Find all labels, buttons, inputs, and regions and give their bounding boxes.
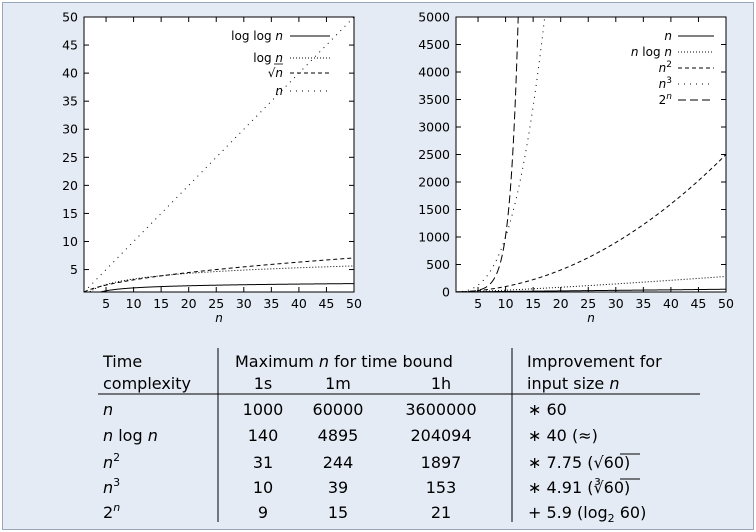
x-tick-label: 5 (474, 296, 482, 311)
x-tick-label: 15 (153, 296, 169, 311)
legend-entry: log n (253, 51, 283, 65)
plot-area-right (455, 16, 727, 293)
table-cell: 39 (328, 478, 348, 497)
y-tick-label: 20 (62, 178, 78, 193)
x-axis-label: n (587, 311, 595, 325)
x-tick-label: 25 (208, 296, 224, 311)
header-complexity: complexity (103, 374, 191, 393)
row-complexity: 2n (103, 501, 120, 522)
x-tick-label: 30 (608, 296, 624, 311)
x-tick-label: 45 (318, 296, 334, 311)
legend-entry: n log n (631, 45, 672, 59)
y-tick-label: 45 (62, 38, 78, 53)
series-line (456, 288, 726, 293)
header-time: Time (102, 352, 142, 371)
y-tick-label: 40 (62, 66, 78, 81)
x-tick-label: 40 (663, 296, 679, 311)
table-cell: 153 (426, 478, 457, 497)
row-improvement: ∗ 7.75 (√60) (528, 453, 630, 472)
row-complexity: n2 (103, 451, 120, 472)
x-axis-label: n (215, 311, 223, 325)
legend-entry: n2 (659, 60, 672, 75)
y-tick-label: 3000 (418, 120, 450, 135)
y-tick-label: 4000 (418, 65, 450, 80)
table-cell: 140 (248, 426, 279, 445)
table-cell: 204094 (410, 426, 471, 445)
x-tick-label: 50 (718, 296, 734, 311)
y-tick-label: 2500 (418, 147, 450, 162)
header-1s: 1s (254, 374, 273, 393)
legend-entry: n (275, 84, 283, 98)
y-tick-label: 500 (426, 257, 450, 272)
y-tick-label: 30 (62, 122, 78, 137)
y-tick-label: 1000 (418, 230, 450, 245)
y-tick-label: 5000 (418, 10, 450, 25)
y-tick-label: 1500 (418, 202, 450, 217)
x-tick-label: 40 (291, 296, 307, 311)
header-max-n: Maximum n for time bound (235, 352, 453, 371)
series-line (83, 16, 355, 293)
table-cell: 31 (253, 453, 273, 472)
legend-right: n n log n n2 n3 2n (631, 29, 714, 107)
complexity-table: Time complexity Maximum n for time bound… (98, 348, 700, 525)
x-tick-label: 10 (498, 296, 514, 311)
x-tick-label: 30 (236, 296, 252, 311)
legend-entry: √n (268, 66, 283, 80)
table-cell: 4895 (318, 426, 359, 445)
y-tick-label: 0 (442, 285, 450, 300)
header-1h: 1h (431, 374, 451, 393)
series-line (83, 257, 355, 293)
table-cell: 1897 (421, 453, 462, 472)
y-tick-label: 10 (62, 234, 78, 249)
y-tick-label: 35 (62, 94, 78, 109)
series-line (84, 283, 354, 293)
table-cell: 15 (328, 503, 348, 522)
table-cell: 1000 (243, 400, 284, 419)
x-tick-label: 20 (553, 296, 569, 311)
chart-growth-large: 5 10 15 20 25 30 35 40 45 50050010001500200025003… (418, 10, 734, 326)
x-tick-label: 15 (525, 296, 541, 311)
y-tick-label: 3500 (418, 92, 450, 107)
y-tick-label: 4500 (418, 37, 450, 52)
legend-left: log log n log n √n n (231, 29, 330, 98)
row-complexity: n3 (103, 476, 120, 497)
x-tick-label: 45 (690, 296, 706, 311)
y-tick-label: 25 (62, 150, 78, 165)
legend-entry: 2n (659, 92, 673, 107)
x-tick-label: 35 (263, 296, 279, 311)
x-tick-label: 20 (181, 296, 197, 311)
row-improvement: ∗ 60 (528, 400, 567, 419)
legend-entry: n (664, 29, 672, 43)
x-tick-label: 5 (102, 296, 110, 311)
x-tick-label: 50 (346, 296, 362, 311)
table-cell: 21 (431, 503, 451, 522)
header-input-size: input size n (527, 374, 620, 393)
chart-growth-small: 5 10 15 20 25 30 35 40 45 505101520253035404550n … (62, 10, 362, 326)
y-tick-label: 50 (62, 10, 78, 25)
row-complexity: n (103, 400, 113, 419)
series-line (455, 16, 519, 293)
x-tick-label: 10 (126, 296, 142, 311)
x-tick-label: 25 (580, 296, 596, 311)
legend-entry: log log n (231, 29, 283, 43)
x-tick-label: 35 (635, 296, 651, 311)
table-cell: 3600000 (405, 400, 476, 419)
header-improvement: Improvement for (527, 352, 662, 371)
table-cell: 9 (258, 503, 268, 522)
table-cell: 244 (323, 453, 354, 472)
row-improvement: ∗ 4.91 (∛60) (528, 478, 630, 497)
row-improvement: ∗ 40 (≈) (528, 426, 598, 445)
y-tick-label: 5 (70, 262, 78, 277)
y-tick-label: 15 (62, 206, 78, 221)
table-cell: 60000 (313, 400, 364, 419)
y-tick-label: 2000 (418, 175, 450, 190)
header-1m: 1m (325, 374, 351, 393)
row-complexity: n log n (103, 426, 158, 445)
series-line (456, 154, 727, 293)
legend-entry: n3 (659, 76, 672, 91)
table-cell: 10 (253, 478, 273, 497)
row-improvement: + 5.9 (log2 60) (528, 503, 646, 525)
series-line (455, 275, 727, 293)
